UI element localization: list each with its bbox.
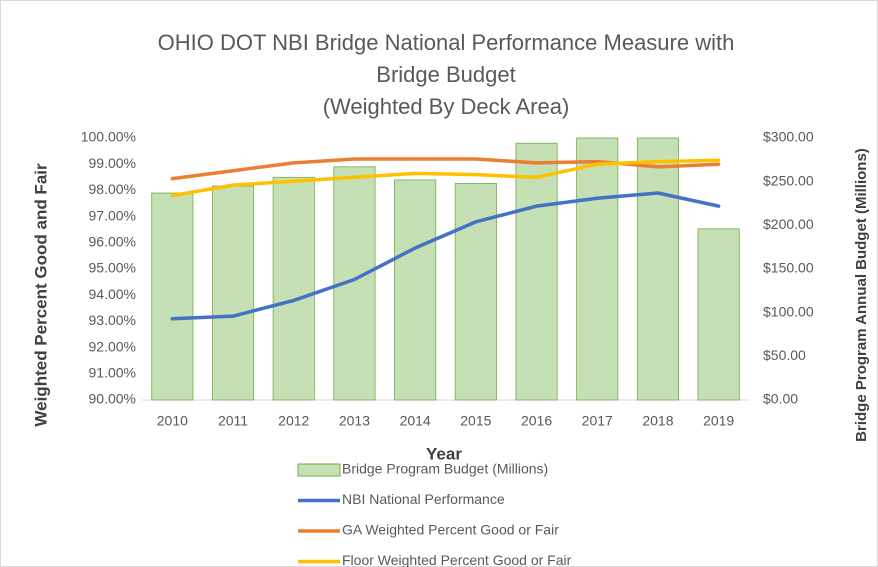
x-tick-label: 2012 [278, 413, 309, 429]
legend-label: GA Weighted Percent Good or Fair [342, 522, 559, 538]
line [170, 191, 721, 321]
chart-title: (Weighted By Deck Area) [323, 94, 570, 119]
bar [576, 137, 619, 401]
legend-swatch [297, 463, 341, 477]
chart-title: Bridge Budget [376, 62, 515, 87]
x-tick-label: 2014 [400, 413, 431, 429]
bar [151, 192, 194, 401]
x-tick-label: 2016 [521, 413, 552, 429]
y-tick-label: 93.00% [89, 312, 136, 328]
chart-title: OHIO DOT NBI Bridge National Performance… [158, 30, 735, 55]
y2-tick-label: $200.00 [763, 216, 814, 232]
x-tick-label: 2017 [582, 413, 613, 429]
x-axis-title: Year [426, 444, 462, 463]
bar [272, 176, 315, 401]
y2-tick-label: $300.00 [763, 129, 814, 145]
y-tick-label: 91.00% [89, 365, 136, 381]
y2-tick-label: $150.00 [763, 260, 814, 276]
bar [394, 179, 437, 401]
x-tick-label: 2015 [460, 413, 491, 429]
y-tick-label: 97.00% [89, 207, 136, 223]
y2-axis-title: Bridge Program Annual Budget (Millions) [853, 148, 870, 442]
y2-tick-label: $0.00 [763, 391, 798, 407]
line [170, 158, 721, 198]
x-tick-label: 2010 [157, 413, 188, 429]
y-tick-label: 90.00% [89, 391, 136, 407]
y2-tick-label: $100.00 [763, 303, 814, 319]
legend-label: NBI National Performance [342, 491, 505, 507]
bar [212, 185, 255, 401]
x-tick-label: 2018 [642, 413, 673, 429]
y2-tick-label: $50.00 [763, 347, 806, 363]
bar [697, 228, 740, 401]
y-tick-label: 96.00% [89, 234, 136, 250]
y-tick-label: 92.00% [89, 338, 136, 354]
bar [636, 137, 679, 401]
bar [515, 142, 558, 401]
y2-tick-label: $250.00 [763, 172, 814, 188]
y-tick-label: 95.00% [89, 260, 136, 276]
bar [333, 166, 376, 401]
y-tick-label: 99.00% [89, 155, 136, 171]
x-tick-label: 2011 [218, 413, 248, 429]
x-tick-label: 2013 [339, 413, 370, 429]
legend-label: Floor Weighted Percent Good or Fair [342, 552, 572, 567]
bar [454, 183, 497, 401]
y-tick-label: 100.00% [81, 129, 136, 145]
legend-label: Bridge Program Budget (Millions) [342, 461, 548, 477]
y-tick-label: 94.00% [89, 286, 136, 302]
y-axis-title: Weighted Percent Good and Fair [31, 163, 50, 427]
y-tick-label: 98.00% [89, 181, 136, 197]
x-tick-label: 2019 [703, 413, 734, 429]
